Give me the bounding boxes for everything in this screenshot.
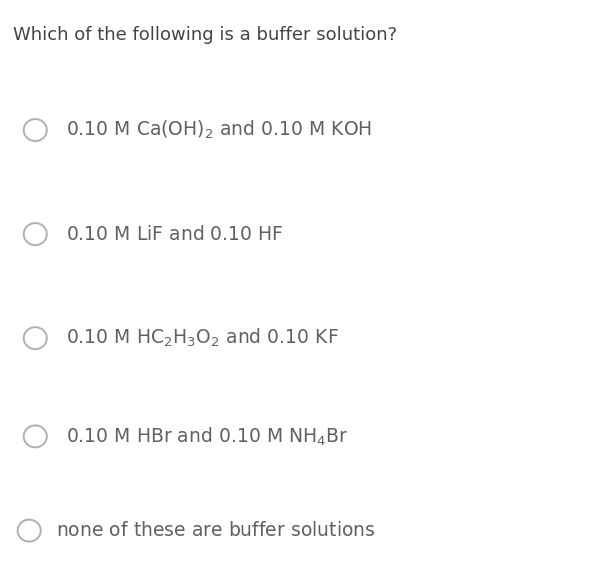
Text: $\mathregular{none\ of\ these\ are\ buffer\ solutions}$: $\mathregular{none\ of\ these\ are\ buff…	[56, 521, 375, 540]
Text: $\mathregular{0.10\ M\ LiF\ and\ 0.10\ HF}$: $\mathregular{0.10\ M\ LiF\ and\ 0.10\ H…	[66, 225, 283, 243]
Text: $\mathregular{0.10\ M\ Ca(OH)_2\ and\ 0.10\ M\ KOH}$: $\mathregular{0.10\ M\ Ca(OH)_2\ and\ 0.…	[66, 119, 371, 141]
Text: $\mathregular{0.10\ M\ HC_2H_3O_2\ and\ 0.10\ KF}$: $\mathregular{0.10\ M\ HC_2H_3O_2\ and\ …	[66, 327, 339, 349]
Text: $\mathregular{0.10\ M\ HBr\ and\ 0.10\ M\ NH_4Br}$: $\mathregular{0.10\ M\ HBr\ and\ 0.10\ M…	[66, 425, 348, 447]
Text: Which of the following is a buffer solution?: Which of the following is a buffer solut…	[13, 26, 398, 44]
